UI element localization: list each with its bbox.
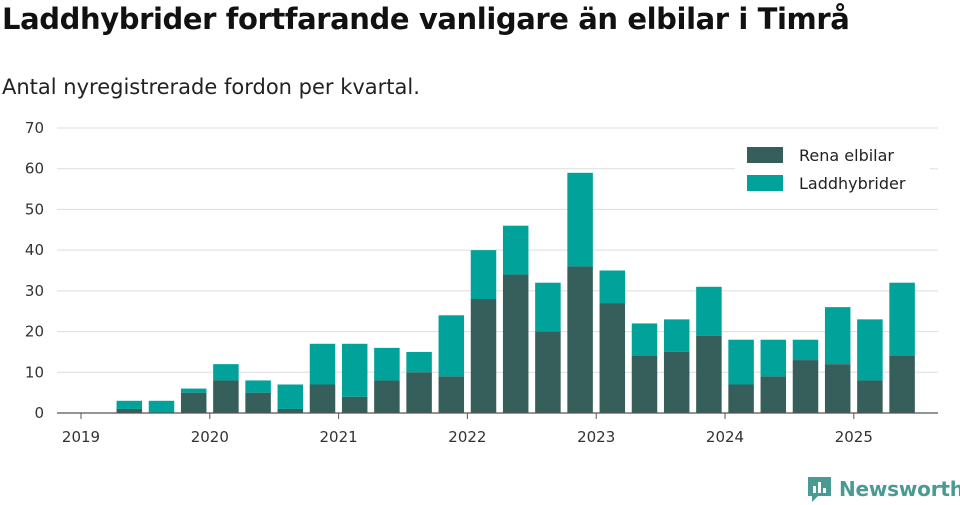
- y-tick-label: 30: [25, 282, 44, 300]
- bar-laddhybrider: [502, 225, 529, 275]
- bar-laddhybrider: [728, 339, 754, 385]
- y-tick-label: 40: [25, 241, 44, 259]
- x-tick-label: 2023: [577, 428, 615, 446]
- bar-rena-elbilar: [663, 351, 690, 413]
- y-tick-label: 70: [25, 119, 44, 137]
- bar-rena-elbilar: [857, 380, 883, 413]
- bar-laddhybrider: [277, 384, 304, 409]
- bar-laddhybrider: [696, 286, 722, 336]
- stacked-bar-chart: 0 10 20 30 40 50 60 70 2019 2020 2021 2022 2023 2024…: [25, 119, 938, 446]
- legend: Rena elbilar Laddhybrider: [735, 140, 930, 202]
- bar-rena-elbilar: [567, 266, 593, 413]
- bar-rena-elbilar: [760, 376, 787, 413]
- bar-rena-elbilar: [535, 331, 561, 413]
- y-tick-label: 10: [25, 363, 44, 381]
- bar-laddhybrider: [535, 282, 561, 332]
- bar-laddhybrider: [148, 400, 175, 413]
- brand-logo: Newsworthy: [806, 475, 960, 503]
- bar-laddhybrider: [245, 380, 271, 393]
- x-tick-label: 2025: [835, 428, 873, 446]
- y-tick-label: 0: [34, 404, 44, 422]
- bar-laddhybrider: [599, 270, 626, 304]
- y-tick-label: 20: [25, 323, 44, 341]
- bar-rena-elbilar: [631, 356, 658, 413]
- x-axis-ticks: 2019 2020 2021 2022 2023 2024 2025: [62, 413, 873, 446]
- y-tick-label: 50: [25, 200, 44, 218]
- legend-swatch-rena-elbilar: [747, 147, 783, 163]
- x-tick-label: 2021: [320, 428, 358, 446]
- bar-laddhybrider: [567, 172, 593, 267]
- bar-rena-elbilar: [341, 396, 368, 413]
- x-tick-label: 2020: [191, 428, 229, 446]
- legend-label-laddhybrider: Laddhybrider: [799, 174, 906, 193]
- bar-laddhybrider: [889, 282, 915, 356]
- bar-rena-elbilar: [406, 372, 432, 413]
- bar-laddhybrider: [792, 339, 819, 361]
- bar-rena-elbilar: [438, 376, 465, 413]
- bar-laddhybrider: [663, 319, 690, 352]
- x-tick-label: 2022: [448, 428, 486, 446]
- newsworthy-logo-icon: [808, 477, 831, 502]
- chart-title: Laddhybrider fortfarande vanligare än el…: [2, 2, 850, 36]
- bar-laddhybrider: [438, 315, 465, 377]
- x-tick-label: 2019: [62, 428, 100, 446]
- bar-laddhybrider: [857, 319, 883, 381]
- bar-laddhybrider: [213, 364, 239, 381]
- x-tick-label: 2024: [706, 428, 744, 446]
- y-tick-label: 60: [25, 160, 44, 178]
- legend-swatch-laddhybrider: [747, 175, 783, 191]
- legend-label-rena-elbilar: Rena elbilar: [799, 146, 894, 165]
- bar-laddhybrider: [180, 388, 207, 393]
- brand-name: Newsworthy: [839, 477, 960, 501]
- bar-laddhybrider: [406, 351, 432, 373]
- bar-rena-elbilar: [180, 392, 207, 413]
- y-axis-ticks: 0 10 20 30 40 50 60 70: [25, 119, 44, 422]
- bar-rena-elbilar: [889, 356, 915, 413]
- bar-rena-elbilar: [824, 364, 851, 413]
- bars: [116, 172, 915, 413]
- bar-rena-elbilar: [309, 384, 336, 413]
- bar-laddhybrider: [309, 343, 336, 385]
- bar-laddhybrider: [116, 400, 143, 409]
- bar-rena-elbilar: [599, 303, 626, 413]
- chart-subtitle: Antal nyregistrerade fordon per kvartal.: [2, 75, 420, 99]
- bar-rena-elbilar: [213, 380, 239, 413]
- bar-rena-elbilar: [116, 408, 143, 413]
- bar-laddhybrider: [760, 339, 787, 377]
- bar-laddhybrider: [374, 347, 400, 381]
- bar-rena-elbilar: [728, 384, 754, 413]
- bar-rena-elbilar: [470, 299, 497, 413]
- bar-laddhybrider: [824, 307, 851, 365]
- bar-rena-elbilar: [374, 380, 400, 413]
- bar-rena-elbilar: [277, 408, 304, 413]
- bar-rena-elbilar: [792, 360, 819, 413]
- bar-rena-elbilar: [245, 392, 271, 413]
- bar-rena-elbilar: [696, 335, 722, 413]
- bar-rena-elbilar: [502, 274, 529, 413]
- bar-laddhybrider: [470, 250, 497, 299]
- bar-laddhybrider: [341, 343, 368, 397]
- bar-laddhybrider: [631, 323, 658, 356]
